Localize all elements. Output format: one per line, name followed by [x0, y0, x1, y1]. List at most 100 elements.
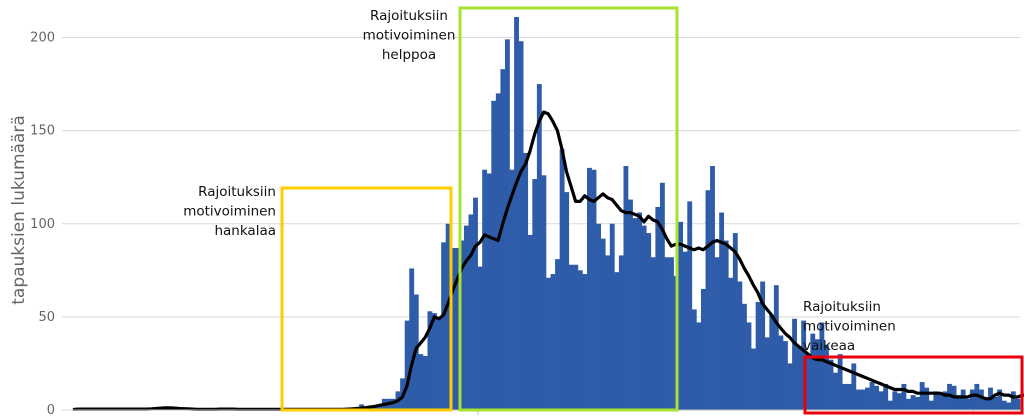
bar-162 — [810, 333, 816, 410]
bar-189 — [933, 391, 939, 410]
bar-119 — [614, 272, 620, 410]
bar-196 — [965, 398, 971, 410]
bar-148 — [746, 322, 752, 410]
y-tick-label-0: 0 — [47, 403, 55, 417]
bar-154 — [773, 285, 779, 410]
bar-183 — [906, 398, 911, 410]
annot-hard-line-1: motivoiminen — [183, 204, 276, 220]
y-tick-label-100: 100 — [30, 217, 55, 232]
bar-96 — [509, 169, 515, 410]
bar-102 — [536, 84, 542, 410]
bar-105 — [550, 274, 556, 410]
box-hard — [280, 186, 453, 412]
y-tick-label-150: 150 — [30, 124, 55, 139]
bar-138 — [700, 288, 706, 410]
bar-106 — [555, 259, 560, 410]
bar-176 — [874, 385, 880, 410]
bar-121 — [623, 166, 629, 410]
bar-177 — [878, 391, 884, 410]
bar-81 — [441, 242, 447, 410]
bar-108 — [564, 192, 570, 410]
bar-114 — [591, 169, 597, 410]
bar-92 — [491, 100, 497, 410]
bar-141 — [714, 257, 720, 410]
bar-117 — [605, 255, 611, 410]
bar-203 — [997, 389, 1003, 410]
bar-192 — [947, 383, 952, 410]
bar-129 — [659, 182, 665, 410]
bar-116 — [600, 238, 606, 410]
bar-179 — [887, 400, 893, 410]
bar-79 — [432, 313, 437, 410]
bar-107 — [559, 149, 565, 410]
bar-89 — [477, 266, 483, 410]
bar-181 — [896, 393, 902, 410]
bar-118 — [609, 223, 615, 410]
bar-126 — [646, 233, 652, 410]
bar-67 — [377, 404, 383, 410]
bar-85 — [459, 240, 465, 410]
bar-125 — [641, 225, 647, 410]
bar-100 — [527, 234, 533, 410]
bar-186 — [919, 382, 925, 410]
bar-205 — [1006, 402, 1012, 410]
annotations: Rajoituksiin motivoiminen hankalaa Rajoituk… — [183, 8, 896, 354]
smoothed-series-line — [72, 110, 1024, 411]
bar-178 — [883, 383, 889, 410]
bar-153 — [769, 315, 775, 410]
bar-130 — [664, 257, 670, 410]
bar-83 — [450, 247, 456, 410]
annot-easy-line-1: motivoiminen — [363, 28, 456, 44]
bar-163 — [814, 339, 820, 410]
bar-104 — [546, 277, 551, 410]
bar-173 — [860, 389, 866, 410]
bar-147 — [741, 303, 747, 410]
bar-66 — [372, 406, 378, 410]
bar-139 — [705, 190, 711, 410]
bar-172 — [855, 389, 861, 410]
bar-197 — [969, 389, 975, 410]
bar-161 — [805, 354, 811, 410]
bar-169 — [842, 383, 848, 410]
bar-190 — [937, 393, 943, 410]
bar-199 — [978, 389, 984, 410]
bar-202 — [992, 396, 998, 410]
bar-137 — [696, 322, 702, 410]
bar-167 — [833, 372, 838, 410]
bar-207 — [1015, 398, 1021, 410]
bar-110 — [573, 264, 579, 410]
annot-difficult-line-0: Rajoituksiin — [803, 299, 881, 315]
y-tick-label-50: 50 — [38, 310, 55, 325]
bar-74 — [409, 268, 415, 410]
bar-143 — [723, 240, 729, 410]
bar-86 — [463, 225, 469, 410]
bars — [158, 17, 1021, 411]
annot-easy-line-2: helppoa — [382, 47, 436, 63]
bar-164 — [819, 322, 825, 410]
bar-140 — [710, 166, 715, 410]
annot-easy: Rajoituksiin motivoiminen helppoa — [363, 8, 456, 63]
smoothed-line — [72, 110, 1024, 411]
annot-difficult-line-1: motivoiminen — [803, 319, 896, 335]
annot-hard-line-2: hankalaa — [214, 223, 276, 239]
bar-146 — [737, 281, 743, 410]
bar-180 — [892, 391, 898, 410]
bar-187 — [924, 387, 930, 410]
bar-144 — [728, 277, 734, 410]
annot-hard-line-0: Rajoituksiin — [198, 184, 276, 200]
bar-97 — [514, 17, 519, 410]
y-axis-label: tapauksien lukumäärä — [9, 115, 29, 305]
bar-112 — [582, 274, 588, 410]
bar-194 — [956, 395, 962, 410]
annot-difficult-line-2: vaikeaa — [803, 338, 855, 354]
bar-109 — [568, 264, 574, 410]
bar-133 — [678, 221, 684, 410]
bar-206 — [1010, 391, 1016, 410]
bar-88 — [473, 197, 478, 410]
bar-123 — [632, 218, 638, 410]
bar-149 — [751, 348, 756, 410]
bar-174 — [865, 387, 870, 410]
bar-120 — [618, 255, 624, 410]
bar-122 — [628, 199, 633, 410]
